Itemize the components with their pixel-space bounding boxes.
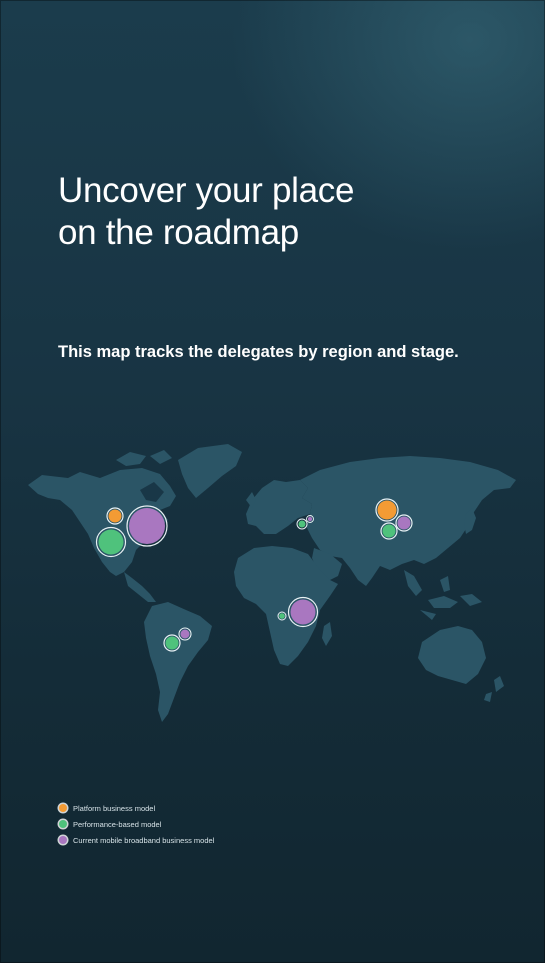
marker-north-america-platform[interactable] — [106, 507, 124, 525]
north-america-hudson — [140, 482, 164, 502]
map-legend: Platform business model Performance-base… — [58, 800, 214, 848]
marker-europe-broadband-dot — [307, 516, 313, 522]
marker-south-america-performance[interactable] — [163, 634, 181, 652]
marker-africa-performance-dot — [279, 613, 285, 619]
continent-australia — [418, 626, 486, 684]
marker-north-america-broadband[interactable] — [126, 505, 168, 547]
performance-legend-dot-icon — [59, 820, 67, 828]
legend-item-broadband: Current mobile broadband business model — [58, 832, 214, 848]
continent-south-america — [144, 602, 212, 722]
page-title-line-2: on the roadmap — [58, 213, 299, 252]
continents — [28, 444, 516, 722]
marker-africa-broadband[interactable] — [287, 596, 319, 628]
continent-central-america — [124, 572, 156, 602]
continent-europe — [246, 480, 312, 534]
marker-north-america-performance[interactable] — [95, 526, 127, 558]
marker-south-america-broadband[interactable] — [178, 627, 192, 641]
legend-label-performance: Performance-based model — [73, 819, 162, 829]
continent-north-america — [28, 468, 176, 576]
marker-africa-performance[interactable] — [277, 611, 287, 621]
marker-asia-broadband-dot — [397, 516, 411, 530]
marker-africa-broadband-dot — [290, 599, 316, 625]
page-subtitle: This map tracks the delegates by region … — [58, 343, 459, 361]
map-markers — [95, 498, 413, 652]
marker-asia-platform-dot — [377, 500, 397, 520]
marker-asia-platform[interactable] — [375, 498, 399, 522]
continent-japan — [464, 508, 476, 534]
page-title: Uncover your place on the roadmap — [58, 170, 498, 254]
continent-madagascar — [322, 622, 332, 646]
marker-asia-performance-dot — [382, 524, 396, 538]
marker-asia-broadband[interactable] — [395, 514, 413, 532]
continent-greenland — [178, 444, 242, 498]
legend-item-performance: Performance-based model — [58, 816, 214, 832]
marker-europe-broadband[interactable] — [306, 515, 314, 523]
page-title-line-1: Uncover your place — [58, 171, 355, 210]
marker-europe-performance-dot — [298, 520, 306, 528]
marker-north-america-performance-dot — [98, 529, 124, 555]
marker-south-america-broadband-dot — [180, 629, 190, 639]
legend-label-broadband: Current mobile broadband business model — [73, 835, 215, 845]
marker-north-america-broadband-dot — [129, 508, 165, 544]
continent-uk — [246, 492, 256, 508]
broadband-legend-dot-icon — [59, 836, 67, 844]
continent-new-zealand — [484, 676, 504, 702]
marker-north-america-platform-dot — [108, 509, 122, 523]
marker-asia-performance[interactable] — [380, 522, 398, 540]
continent-africa — [234, 546, 338, 666]
arctic-islands — [116, 450, 172, 466]
continent-southeast-asia — [404, 570, 482, 620]
legend-label-platform: Platform business model — [73, 803, 156, 813]
world-map — [28, 444, 516, 722]
legend-item-platform: Platform business model — [58, 800, 214, 816]
platform-legend-dot-icon — [59, 804, 67, 812]
marker-south-america-performance-dot — [165, 636, 179, 650]
marker-europe-performance[interactable] — [296, 518, 308, 530]
